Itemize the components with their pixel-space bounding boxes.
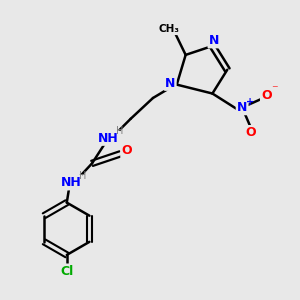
Text: ⁻: ⁻: [272, 83, 278, 96]
Text: N: N: [209, 34, 219, 47]
Text: CH₃: CH₃: [159, 24, 180, 34]
Text: Cl: Cl: [60, 265, 74, 278]
Text: N: N: [237, 101, 247, 114]
Text: H: H: [79, 171, 86, 181]
Text: H: H: [116, 126, 123, 136]
Text: NH: NH: [98, 132, 119, 145]
Text: O: O: [122, 144, 132, 158]
Text: N: N: [165, 76, 175, 90]
Text: NH: NH: [61, 176, 82, 189]
Text: O: O: [261, 88, 272, 101]
Text: O: O: [245, 126, 256, 139]
Text: +: +: [246, 97, 254, 107]
